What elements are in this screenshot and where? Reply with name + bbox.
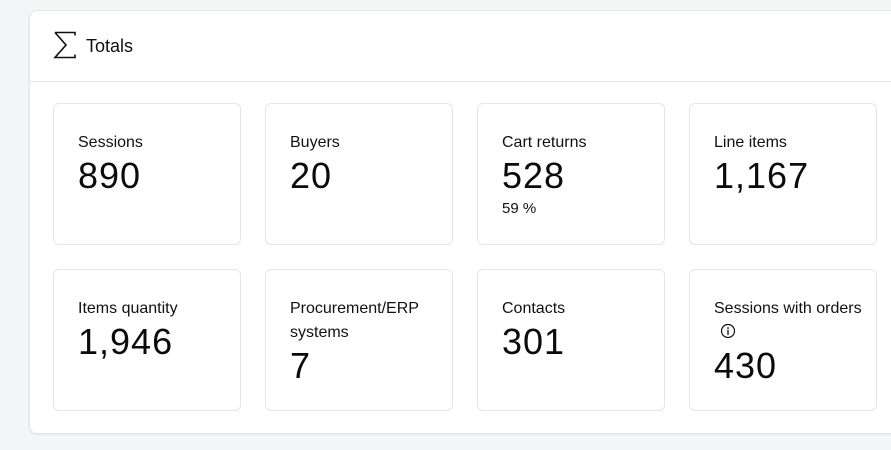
card-label-text: Sessions with orders [714, 300, 862, 317]
stat-card-buyers: Buyers 20 [265, 103, 453, 245]
stat-card-sessions-with-orders: Sessions with orders 430 [689, 269, 877, 411]
card-value: 890 [78, 155, 142, 196]
sigma-icon [53, 31, 76, 59]
card-label: Cart returns [502, 134, 587, 151]
card-value: 7 [290, 345, 312, 386]
panel-header: Totals [30, 11, 891, 82]
info-icon[interactable] [720, 323, 736, 339]
card-label: Buyers [290, 134, 340, 151]
card-label: Items quantity [78, 300, 178, 317]
stat-card-contacts: Contacts 301 [477, 269, 665, 411]
stat-card-cart-returns: Cart returns 528 59 % [477, 103, 665, 245]
stat-card-line-items: Line items 1,167 [689, 103, 877, 245]
card-value: 1,167 [714, 155, 810, 196]
card-label: Line items [714, 134, 787, 151]
card-value: 430 [714, 345, 778, 386]
card-label: Sessions [78, 134, 143, 151]
stat-card-procurement-erp: Procurement/ERP systems 7 [265, 269, 453, 411]
card-label: Contacts [502, 300, 566, 317]
totals-panel: Totals Sessions 890 Buyers 20 Cart retur… [29, 10, 891, 434]
card-value: 1,946 [78, 321, 174, 362]
card-value: 20 [290, 155, 333, 196]
stat-card-items-quantity: Items quantity 1,946 [53, 269, 241, 411]
card-percentage: 59 % [502, 200, 537, 217]
card-label: Procurement/ERP systems [290, 300, 419, 341]
panel-title: Totals [86, 36, 134, 56]
card-value: 528 [502, 155, 566, 196]
card-value: 301 [502, 321, 566, 362]
stat-card-sessions: Sessions 890 [53, 103, 241, 245]
card-label: Sessions with orders [714, 297, 864, 345]
